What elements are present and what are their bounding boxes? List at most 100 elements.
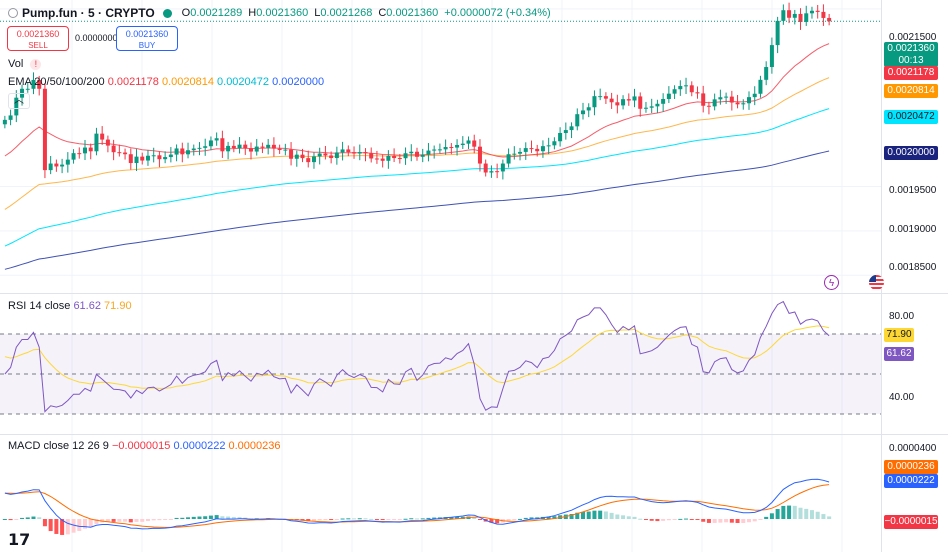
ohlc-open-key: O <box>181 7 191 19</box>
macd-histogram-bar <box>392 519 397 520</box>
candle-body <box>798 13 803 22</box>
candle-body <box>111 145 116 153</box>
candle-body <box>523 148 528 152</box>
macd-histogram-bar <box>105 519 110 522</box>
candle-body <box>621 99 626 106</box>
macd-histogram-bar <box>111 519 116 522</box>
macd-histogram-bar <box>769 513 774 519</box>
sell-button[interactable]: 0.0021360 SELL <box>7 26 69 51</box>
candle-body <box>420 154 425 157</box>
candle-body <box>449 147 454 149</box>
candle-body <box>460 143 465 145</box>
macd-pane[interactable] <box>0 435 881 552</box>
candle-body <box>809 10 814 14</box>
candle-body <box>787 10 792 18</box>
candle-body <box>231 145 236 149</box>
macd-histogram-bar <box>518 518 523 520</box>
candle-body <box>380 158 385 161</box>
candle-body <box>82 147 88 154</box>
macd-histogram-bar <box>397 519 402 520</box>
macd-axis-label: 0.0000222 <box>884 474 938 488</box>
us-flag-icon[interactable] <box>869 275 884 290</box>
candle-body <box>283 149 288 151</box>
macd-histogram-bar <box>678 518 683 520</box>
macd-histogram-bar <box>374 519 379 520</box>
candle-body <box>271 144 276 149</box>
candle-body <box>689 85 694 93</box>
rsi-tick: 80.00 <box>889 311 915 322</box>
macd-histogram-bar <box>357 518 362 520</box>
candle-body <box>266 144 271 148</box>
volume-warning-icon[interactable]: ! <box>30 59 42 70</box>
macd-histogram-bar <box>340 518 345 520</box>
rsi-value: 61.62 <box>73 300 101 312</box>
candle-body <box>25 88 30 90</box>
volume-label: Vol <box>8 58 24 70</box>
macd-histogram-bar <box>31 516 36 519</box>
candle-body <box>340 149 345 153</box>
tradingview-logo-icon[interactable]: 17 <box>8 530 31 549</box>
lightning-icon[interactable]: ϟ <box>824 275 839 290</box>
candle-body <box>254 146 259 152</box>
candle-body <box>815 10 820 12</box>
price-tick: 0.0019000 <box>889 224 937 235</box>
rsi-tick: 40.00 <box>889 392 915 403</box>
candle-body <box>71 153 76 160</box>
macd-histogram-bar <box>8 519 13 521</box>
candle-body <box>88 147 93 152</box>
ema20-value: 0.0021178 <box>107 76 159 88</box>
macd-histogram-bar <box>775 509 780 519</box>
collapse-legend-button[interactable]: ︿ <box>8 93 30 109</box>
symbol-logo-icon[interactable] <box>8 8 18 18</box>
macd-histogram-bar <box>638 518 643 520</box>
macd-histogram-bar <box>809 510 814 519</box>
candle-body <box>260 146 265 148</box>
macd-signal-value: 0.0000236 <box>228 440 281 452</box>
buy-button[interactable]: 0.0021360 BUY <box>116 26 178 51</box>
candle-body <box>666 93 671 99</box>
candle-body <box>432 149 437 151</box>
macd-histogram-bar <box>134 519 139 522</box>
macd-tick: 0.0000400 <box>889 443 937 454</box>
price-chart-pane[interactable] <box>0 0 881 293</box>
candle-body <box>466 140 471 144</box>
candle-body <box>643 107 648 109</box>
candle-body <box>94 133 99 152</box>
symbol-title[interactable]: Pump.fun · 5 · CRYPTO <box>22 6 155 20</box>
candle-body <box>100 133 105 140</box>
last-price-label: 0.0021360 00:13 <box>884 42 938 67</box>
candle-body <box>500 163 505 172</box>
macd-histogram-bar <box>735 519 740 523</box>
ema-legend[interactable]: EMA 20/50/100/200 0.0021178 0.0020814 0.… <box>8 76 324 88</box>
candle-body <box>672 89 677 94</box>
macd-histogram-bar <box>472 517 477 519</box>
ema50-line <box>4 77 830 210</box>
macd-histogram-bar <box>71 519 76 533</box>
market-status-icon[interactable] <box>162 8 172 18</box>
pane-separator[interactable] <box>0 434 948 435</box>
candle-body <box>758 79 763 94</box>
candle-body <box>472 140 477 147</box>
pane-separator[interactable] <box>0 293 948 294</box>
candle-body <box>54 163 59 167</box>
rsi-legend[interactable]: RSI 14 close 61.62 71.90 <box>8 300 132 312</box>
macd-histogram-bar <box>455 516 460 519</box>
macd-histogram-bar <box>821 514 826 519</box>
macd-histogram-bar <box>827 516 832 519</box>
macd-histogram-bar <box>804 508 809 519</box>
rsi-pane[interactable] <box>0 294 881 434</box>
candle-body <box>592 96 597 108</box>
candle-body <box>174 148 179 155</box>
candle-body <box>369 153 374 159</box>
macd-histogram-bar <box>580 511 586 519</box>
macd-histogram-bar <box>764 516 769 519</box>
candle-body <box>374 158 379 160</box>
volume-legend[interactable]: Vol ! <box>8 58 42 70</box>
macd-histogram-bar <box>220 516 225 519</box>
candle-body <box>363 152 368 154</box>
macd-legend[interactable]: MACD close 12 26 9 −0.0000015 0.0000222 … <box>8 440 281 452</box>
candle-body <box>661 98 666 104</box>
macd-histogram-bar <box>117 519 122 522</box>
macd-histogram-bar <box>352 518 357 520</box>
ema100-line <box>4 108 830 247</box>
